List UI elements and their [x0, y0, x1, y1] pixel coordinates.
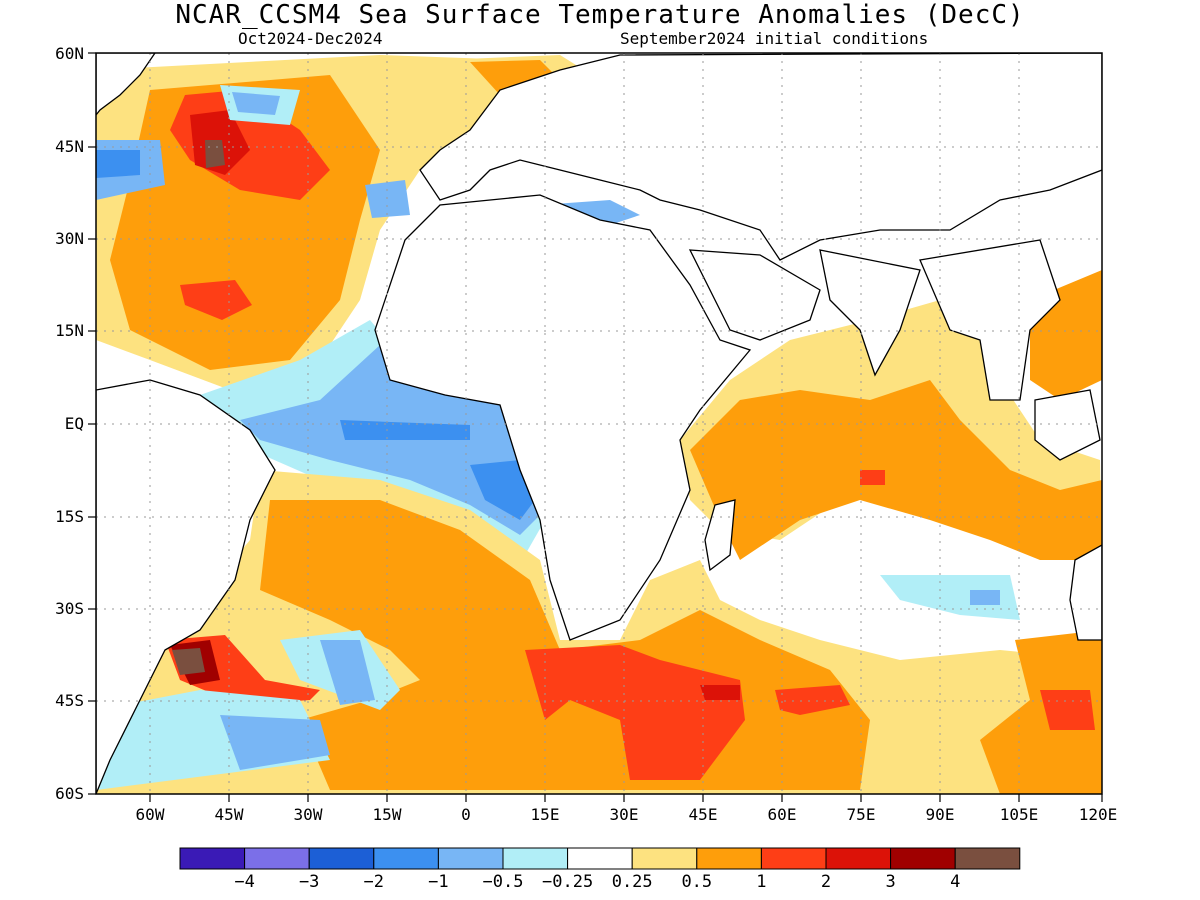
anomaly-equatorial-atlantic-dark: [470, 460, 535, 520]
colorbar-swatch: [373, 847, 439, 870]
lat-label-60n: 60N: [55, 44, 84, 63]
land-indonesia: [1034, 389, 1101, 461]
anomaly-agulhas-deep-red: [700, 685, 740, 700]
land-north-america: [96, 53, 156, 117]
gridlines: [96, 53, 1102, 794]
colorbar-label: 0.25: [611, 872, 653, 892]
lon-label-15w: 15W: [372, 805, 402, 824]
anomaly-north-atlantic-brown: [205, 140, 225, 168]
tick-marks: [88, 52, 1103, 802]
lat-label-eq: EQ: [64, 414, 84, 433]
land-india: [819, 249, 921, 377]
lon-label-60w: 60W: [135, 805, 165, 824]
colorbar-swatch: [954, 847, 1021, 870]
anomaly-south-atlantic-blue: [320, 640, 375, 705]
colorbar-label: 2: [820, 872, 832, 892]
colorbar-swatch: [179, 847, 246, 870]
colorbar-label: −2: [363, 872, 385, 892]
anomaly-north-blue: [232, 92, 280, 115]
colorbar-label: −0.25: [542, 872, 594, 892]
colorbar: [179, 847, 1021, 870]
lat-label-45n: 45N: [55, 137, 84, 156]
colorbar-label: 4: [950, 872, 961, 892]
anomaly-south-cold-blue: [220, 715, 330, 770]
lon-label-90e: 90E: [925, 805, 955, 824]
anomaly-brazil-brown: [172, 648, 205, 675]
anomaly-indian-orange: [690, 380, 1102, 560]
colorbar-label: 0.5: [681, 872, 713, 892]
lon-label-30e: 30E: [609, 805, 639, 824]
colorbar-label: −1: [428, 872, 449, 892]
initial-conditions: September2024 initial conditions: [620, 29, 929, 48]
lon-label-105e: 105E: [999, 805, 1039, 824]
anomaly-southeast-red: [1040, 690, 1095, 730]
colorbar-swatch: [760, 847, 827, 870]
land-europe: [419, 53, 1102, 261]
colorbar-label: 1: [756, 872, 767, 892]
colorbar-swatch: [631, 847, 698, 870]
anomaly-midatlantic-blue: [365, 180, 410, 218]
lon-label-120e: 120E: [1078, 805, 1118, 824]
forecast-period: Oct2024-Dec2024: [238, 29, 383, 48]
anomaly-indian-south-red: [775, 685, 850, 715]
anomaly-indian-red: [860, 470, 885, 485]
lon-label-75e: 75E: [846, 805, 876, 824]
lon-label-45w: 45W: [214, 805, 244, 824]
land-southeast-asia: [919, 239, 1061, 401]
colorbar-swatch: [244, 847, 310, 870]
colorbar-swatch: [890, 847, 956, 870]
colorbar-swatch: [308, 847, 375, 870]
lat-label-45s: 45S: [55, 691, 84, 710]
anomaly-south-indian-blue: [970, 590, 1000, 605]
colorbar-label: −0.5: [482, 872, 524, 892]
colorbar-swatch: [502, 847, 569, 870]
map-field: [96, 53, 1102, 794]
colorbar-label: 3: [885, 872, 896, 892]
lon-label-45e: 45E: [688, 805, 718, 824]
lat-label-30n: 30N: [55, 229, 84, 248]
colorbar-swatch: [696, 847, 762, 870]
anomaly-equatorial-band-dark: [340, 420, 470, 440]
lon-label-60e: 60E: [767, 805, 797, 824]
colorbar-swatch: [437, 847, 504, 870]
lon-label-0: 0: [461, 805, 471, 824]
land-south-america: [96, 379, 276, 794]
map-title: NCAR_CCSM4 Sea Surface Temperature Anoma…: [175, 0, 1025, 30]
lat-label-15n: 15N: [55, 321, 84, 340]
anomaly-labrador-dark: [96, 150, 140, 178]
anomaly-subtropical-red: [180, 280, 252, 320]
colorbar-swatch: [567, 847, 633, 870]
land-australia: [1069, 544, 1102, 641]
lat-label-30s: 30S: [55, 599, 84, 618]
lat-label-60s: 60S: [55, 784, 84, 803]
land-africa: [374, 194, 752, 641]
anomaly-northeast-orange: [470, 60, 560, 95]
lon-label-30w: 30W: [293, 805, 323, 824]
anomaly-southeast-orange: [980, 630, 1102, 794]
colorbar-label: −3: [298, 872, 320, 892]
lat-label-15s: 15S: [55, 507, 84, 526]
anomaly-south-cold-cyan: [96, 690, 330, 790]
anomaly-agulhas-red: [525, 645, 745, 780]
colorbar-swatch: [825, 847, 892, 870]
colorbar-label: −4: [234, 872, 255, 892]
lon-label-15e: 15E: [530, 805, 560, 824]
land-arabia: [688, 249, 821, 341]
